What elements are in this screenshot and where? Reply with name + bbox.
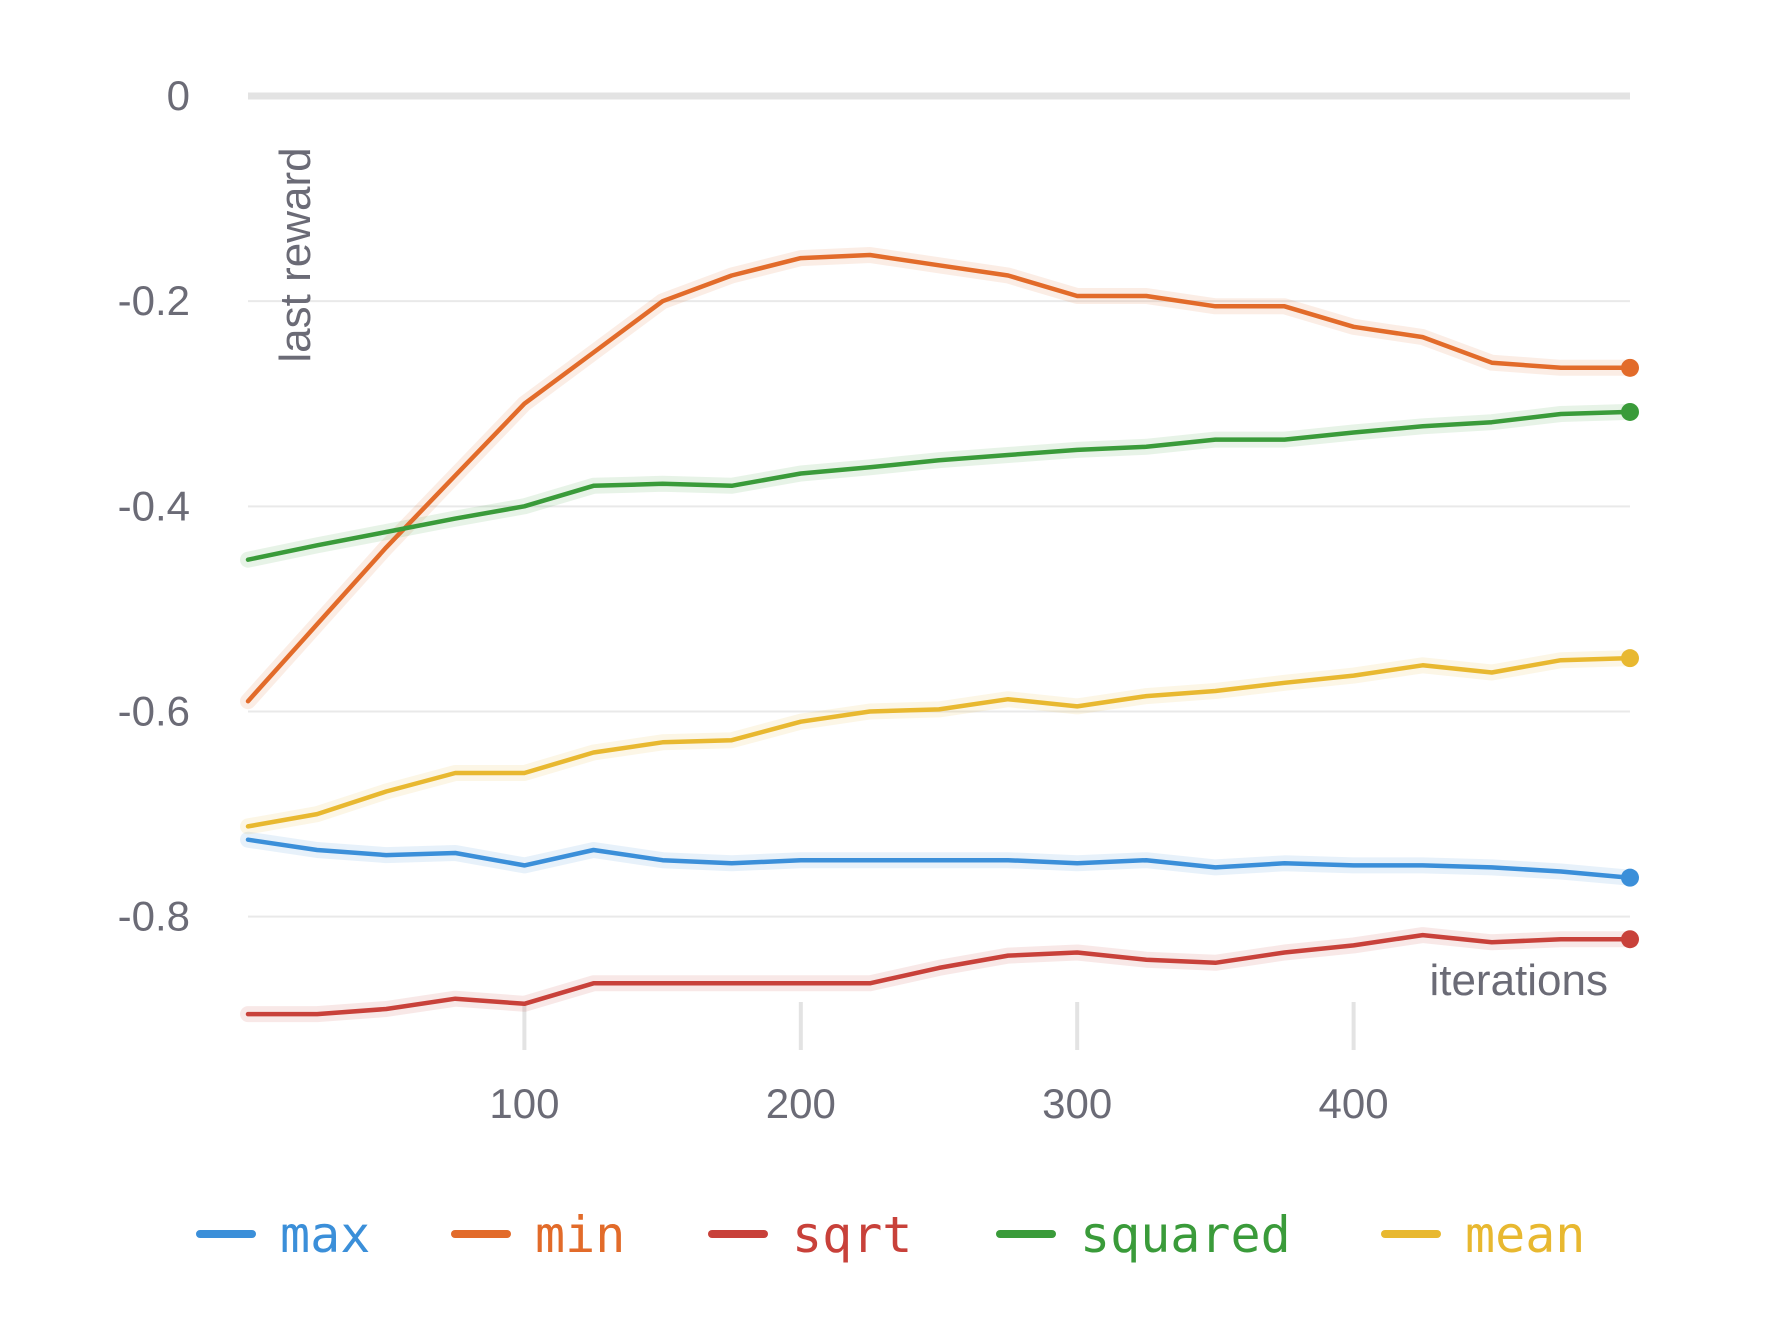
legend-label-squared: squared (1080, 1206, 1291, 1264)
series-line-max (245, 837, 1633, 880)
series-end-point-min (1621, 358, 1639, 377)
y-axis-tick-labels: 0 -0.2 -0.4 -0.6 -0.8 (118, 72, 190, 940)
y-axis-title: last reward (271, 147, 320, 362)
legend-label-max: max (280, 1206, 370, 1264)
series-line-min (245, 252, 1633, 704)
legend: max min sqrt squared mean (196, 1206, 1585, 1264)
x-axis-ticks (522, 1002, 1356, 1050)
y-tick-label: -0.2 (118, 277, 190, 324)
y-tick-label: -0.6 (118, 687, 190, 734)
series-bands (240, 247, 1638, 1023)
y-tick-label: -0.4 (118, 482, 190, 529)
series-line-sqrt (245, 932, 1633, 1017)
y-tick-label: 0 (167, 72, 190, 119)
series-end-points (1621, 358, 1639, 949)
series-end-point-max (1621, 868, 1639, 887)
series-lines (245, 252, 1633, 1017)
y-tick-label: -0.8 (118, 893, 190, 940)
x-axis-tick-labels: 100 200 300 400 (489, 1080, 1388, 1127)
x-tick-label: 200 (766, 1080, 836, 1127)
legend-label-sqrt: sqrt (792, 1206, 912, 1264)
x-tick-label: 400 (1319, 1080, 1389, 1127)
series-end-point-sqrt (1621, 930, 1639, 949)
legend-label-mean: mean (1465, 1206, 1585, 1264)
grid-lines (248, 92, 1630, 918)
series-band-mean (240, 650, 1638, 835)
series-end-point-squared (1621, 402, 1639, 421)
series-end-point-mean (1621, 649, 1639, 668)
x-axis-title: iterations (1429, 956, 1608, 1005)
series-line-mean (245, 655, 1633, 829)
legend-label-min: min (535, 1206, 625, 1264)
series-line-squared (245, 409, 1633, 562)
series-band-sqrt (240, 927, 1638, 1023)
x-tick-label: 300 (1042, 1080, 1112, 1127)
x-tick-label: 100 (489, 1080, 559, 1127)
